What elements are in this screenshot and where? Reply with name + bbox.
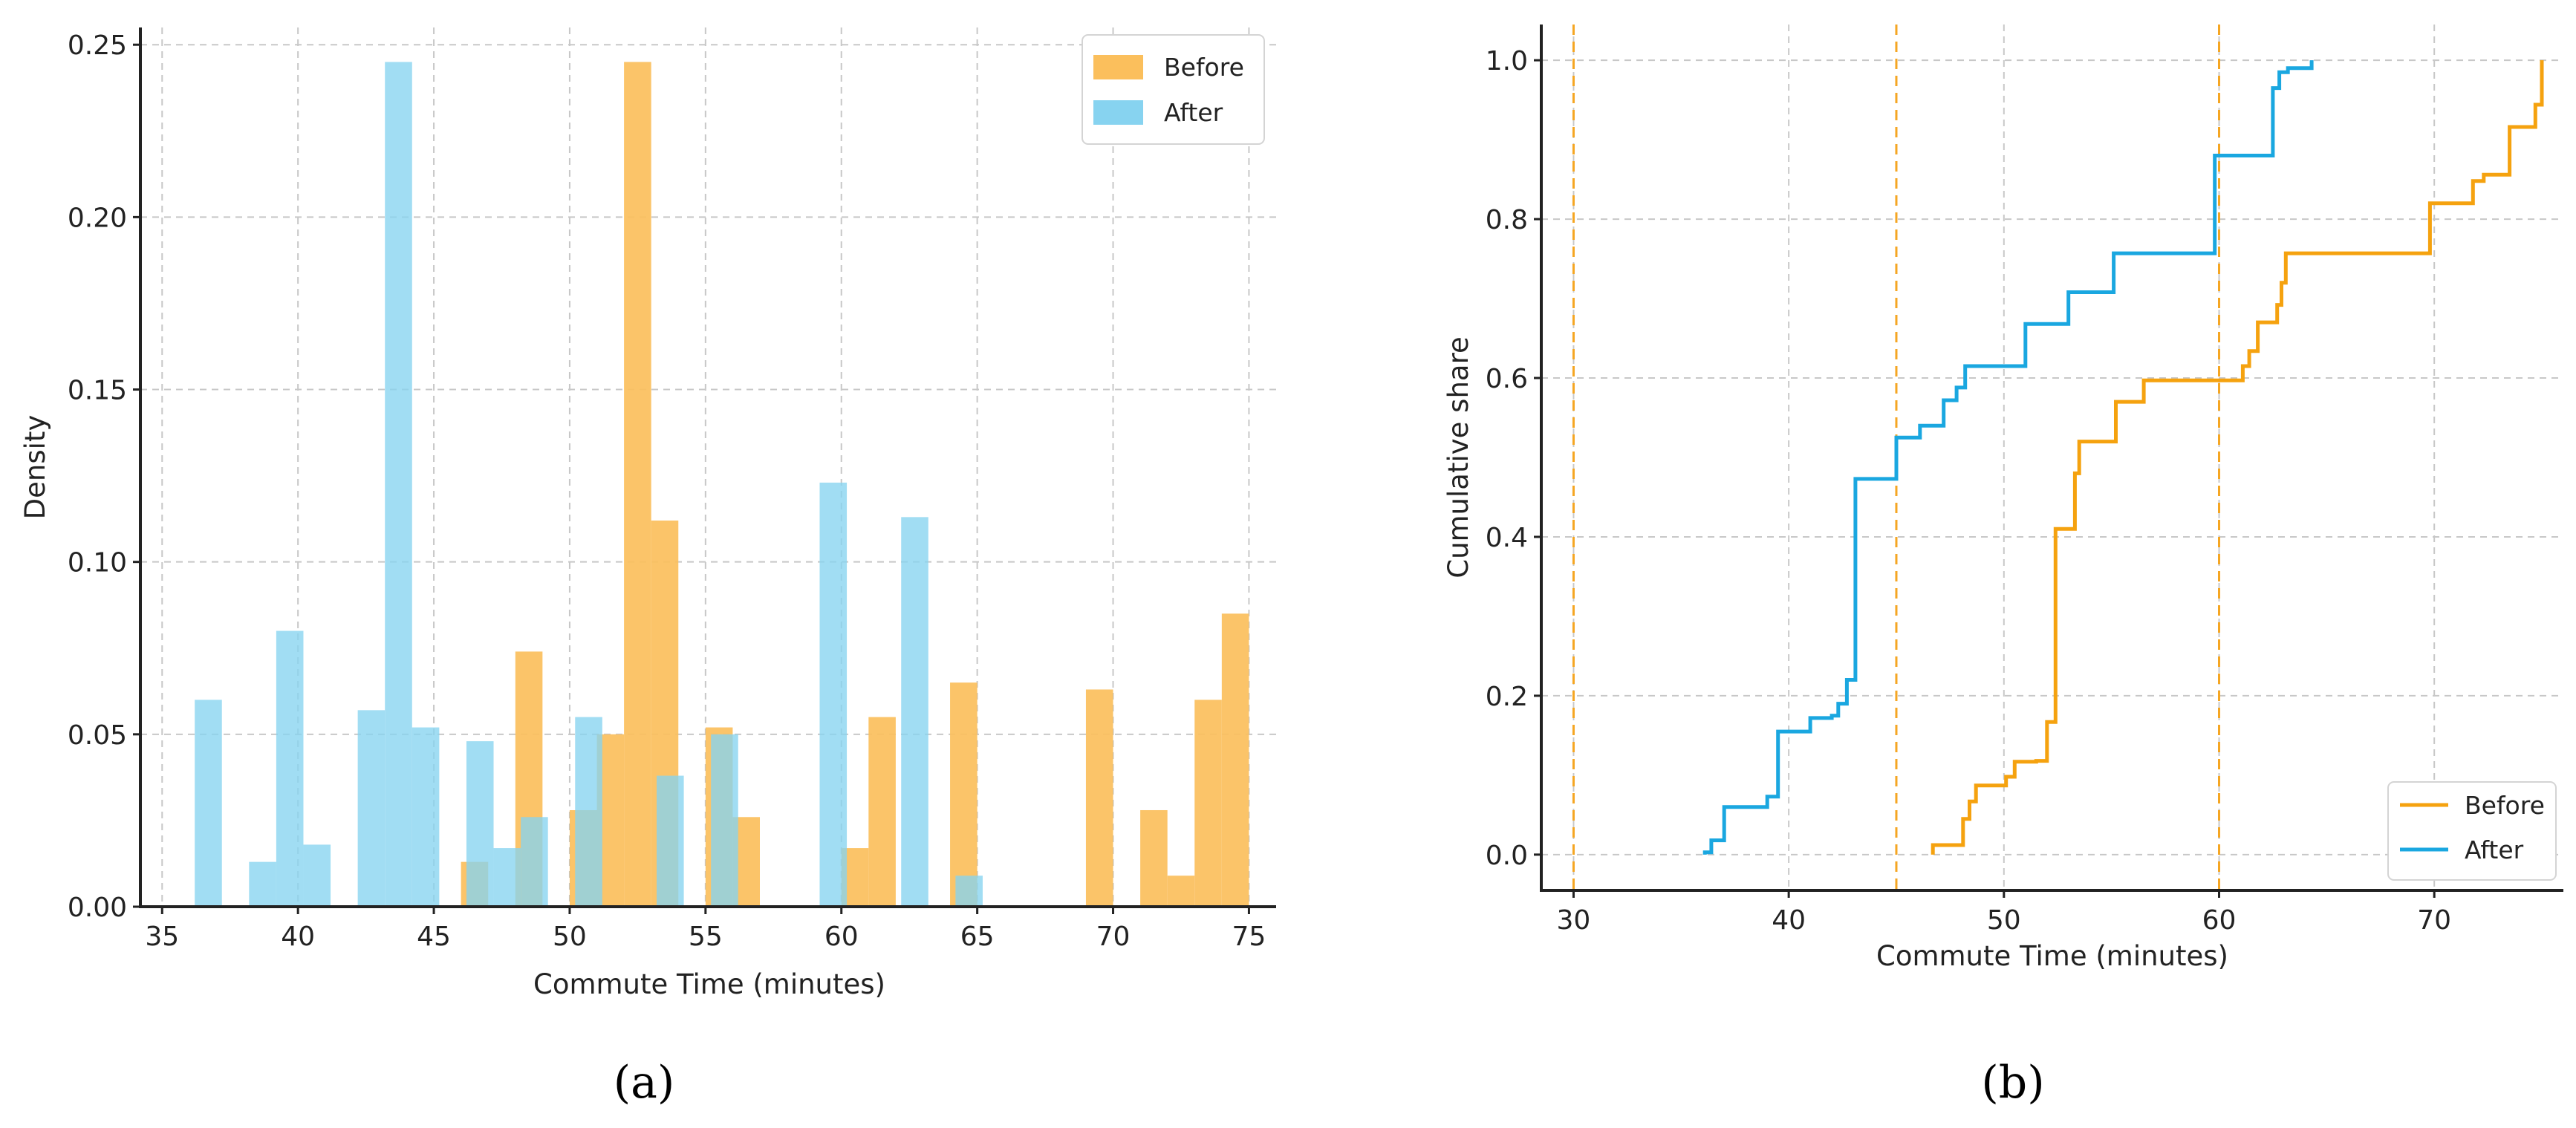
panel-a-bars xyxy=(195,62,1249,907)
panel-a-x-ticks: 35 40 45 50 55 60 65 70 75 xyxy=(145,907,1266,952)
histogram-bar-after xyxy=(493,848,521,907)
histogram-bar-after xyxy=(276,630,304,907)
histogram-bar-after xyxy=(466,741,494,907)
panel-b-x-tick-label: 50 xyxy=(1987,905,2021,936)
panel-b-x-tick-label: 40 xyxy=(1772,905,1806,936)
legend-swatch-before xyxy=(1093,55,1143,79)
panel-a-x-tick-label: 65 xyxy=(960,922,995,952)
histogram-bar-after xyxy=(357,710,386,907)
cdf-line-after xyxy=(1702,60,2314,855)
panel-a-y-ticks: 0.00 0.05 0.10 0.15 0.20 0.25 xyxy=(68,30,140,923)
panel-b-y-tick-label: 0.6 xyxy=(1486,364,1528,394)
cdf-line-before xyxy=(1931,60,2544,855)
panel-a-gridlines xyxy=(140,27,1276,907)
panel-a-series-after xyxy=(195,62,983,907)
histogram-bar-before xyxy=(1085,689,1113,907)
panel-b-caption: (b) xyxy=(1981,1057,2044,1109)
histogram-bar-before xyxy=(868,717,896,907)
panel-b-gridlines xyxy=(1541,25,2563,890)
panel-a-x-tick-label: 45 xyxy=(417,922,451,952)
histogram-bar-before xyxy=(1194,700,1222,907)
panel-a-x-tick-label: 50 xyxy=(553,922,587,952)
panel-b-y-tick-label: 1.0 xyxy=(1486,46,1528,76)
panel-a-y-tick-label: 0.15 xyxy=(68,376,127,406)
panel-b-x-tick-label: 70 xyxy=(2417,905,2451,936)
panel-a-x-tick-label: 70 xyxy=(1096,922,1131,952)
legend-label-after: After xyxy=(1164,98,1223,127)
panel-a-y-tick-label: 0.25 xyxy=(68,30,127,61)
panel-b-y-axis-label: Cumulative share xyxy=(1443,336,1474,578)
panel-a-y-tick-label: 0.00 xyxy=(68,893,127,923)
panel-b-x-ticks: 30 40 50 60 70 xyxy=(1557,890,2451,936)
histogram-bar-before xyxy=(1140,809,1168,907)
panel-b-x-axis-label: Commute Time (minutes) xyxy=(1876,940,2228,972)
panel-a-y-tick-label: 0.10 xyxy=(68,548,127,578)
histogram-bar-after xyxy=(955,876,983,907)
histogram-bar-before xyxy=(1167,876,1195,907)
histogram-bar-after xyxy=(249,861,276,907)
panel-b-y-tick-label: 0.0 xyxy=(1486,841,1528,871)
histogram-bar-after xyxy=(412,727,440,907)
panel-a-x-tick-label: 55 xyxy=(689,922,723,952)
histogram-bar-after xyxy=(385,62,412,907)
histogram-bar-after xyxy=(575,717,602,907)
histogram-bar-after xyxy=(711,734,738,907)
histogram-bar-after xyxy=(657,775,684,907)
panel-b-step-lines xyxy=(1702,60,2544,855)
histogram-bar-before xyxy=(624,62,651,907)
panel-a-legend: Before After xyxy=(1082,34,1265,145)
histogram-bar-after xyxy=(819,482,848,907)
panel-a-caption: (a) xyxy=(614,1057,675,1109)
legend-label-before: Before xyxy=(2465,791,2545,820)
histogram-bar-after xyxy=(195,700,222,907)
panel-a-x-tick-label: 35 xyxy=(145,922,179,952)
panel-b-cdf: 30 40 50 60 70 0.0 0.2 0.4 0.6 0.8 1.0 Commute Ti… xyxy=(1443,25,2563,1109)
panel-a-x-tick-label: 40 xyxy=(281,922,315,952)
legend-swatch-after xyxy=(1093,100,1143,125)
panel-b-x-tick-label: 60 xyxy=(2202,905,2237,936)
panel-a-x-axis-label: Commute Time (minutes) xyxy=(533,968,885,1000)
panel-a-y-axis-label: Density xyxy=(19,415,51,520)
panel-b-y-ticks: 0.0 0.2 0.4 0.6 0.8 1.0 xyxy=(1486,46,1541,871)
histogram-bar-after xyxy=(303,844,331,907)
panel-b-y-tick-label: 0.8 xyxy=(1486,205,1528,235)
legend-label-after: After xyxy=(2465,835,2524,864)
panel-a-x-tick-label: 75 xyxy=(1232,922,1266,952)
histogram-bar-before xyxy=(1221,613,1249,907)
legend-label-before: Before xyxy=(1164,53,1244,82)
histogram-bar-after xyxy=(521,817,548,907)
panel-b-legend: Before After xyxy=(2387,781,2557,881)
panel-a-y-tick-label: 0.20 xyxy=(68,203,127,233)
panel-b-y-tick-label: 0.2 xyxy=(1486,682,1528,712)
panel-b-y-tick-label: 0.4 xyxy=(1486,523,1528,553)
panel-a-y-tick-label: 0.05 xyxy=(68,720,127,751)
panel-a-histogram: 35 40 45 50 55 60 65 70 75 0.000.050.100.150.200… xyxy=(19,27,1276,1109)
histogram-bar-after xyxy=(901,517,928,907)
panel-a-legend-box xyxy=(1082,34,1265,145)
histogram-bar-before xyxy=(950,682,978,907)
panel-a-x-tick-label: 60 xyxy=(824,922,859,952)
panel-b-x-tick-label: 30 xyxy=(1557,905,1591,936)
